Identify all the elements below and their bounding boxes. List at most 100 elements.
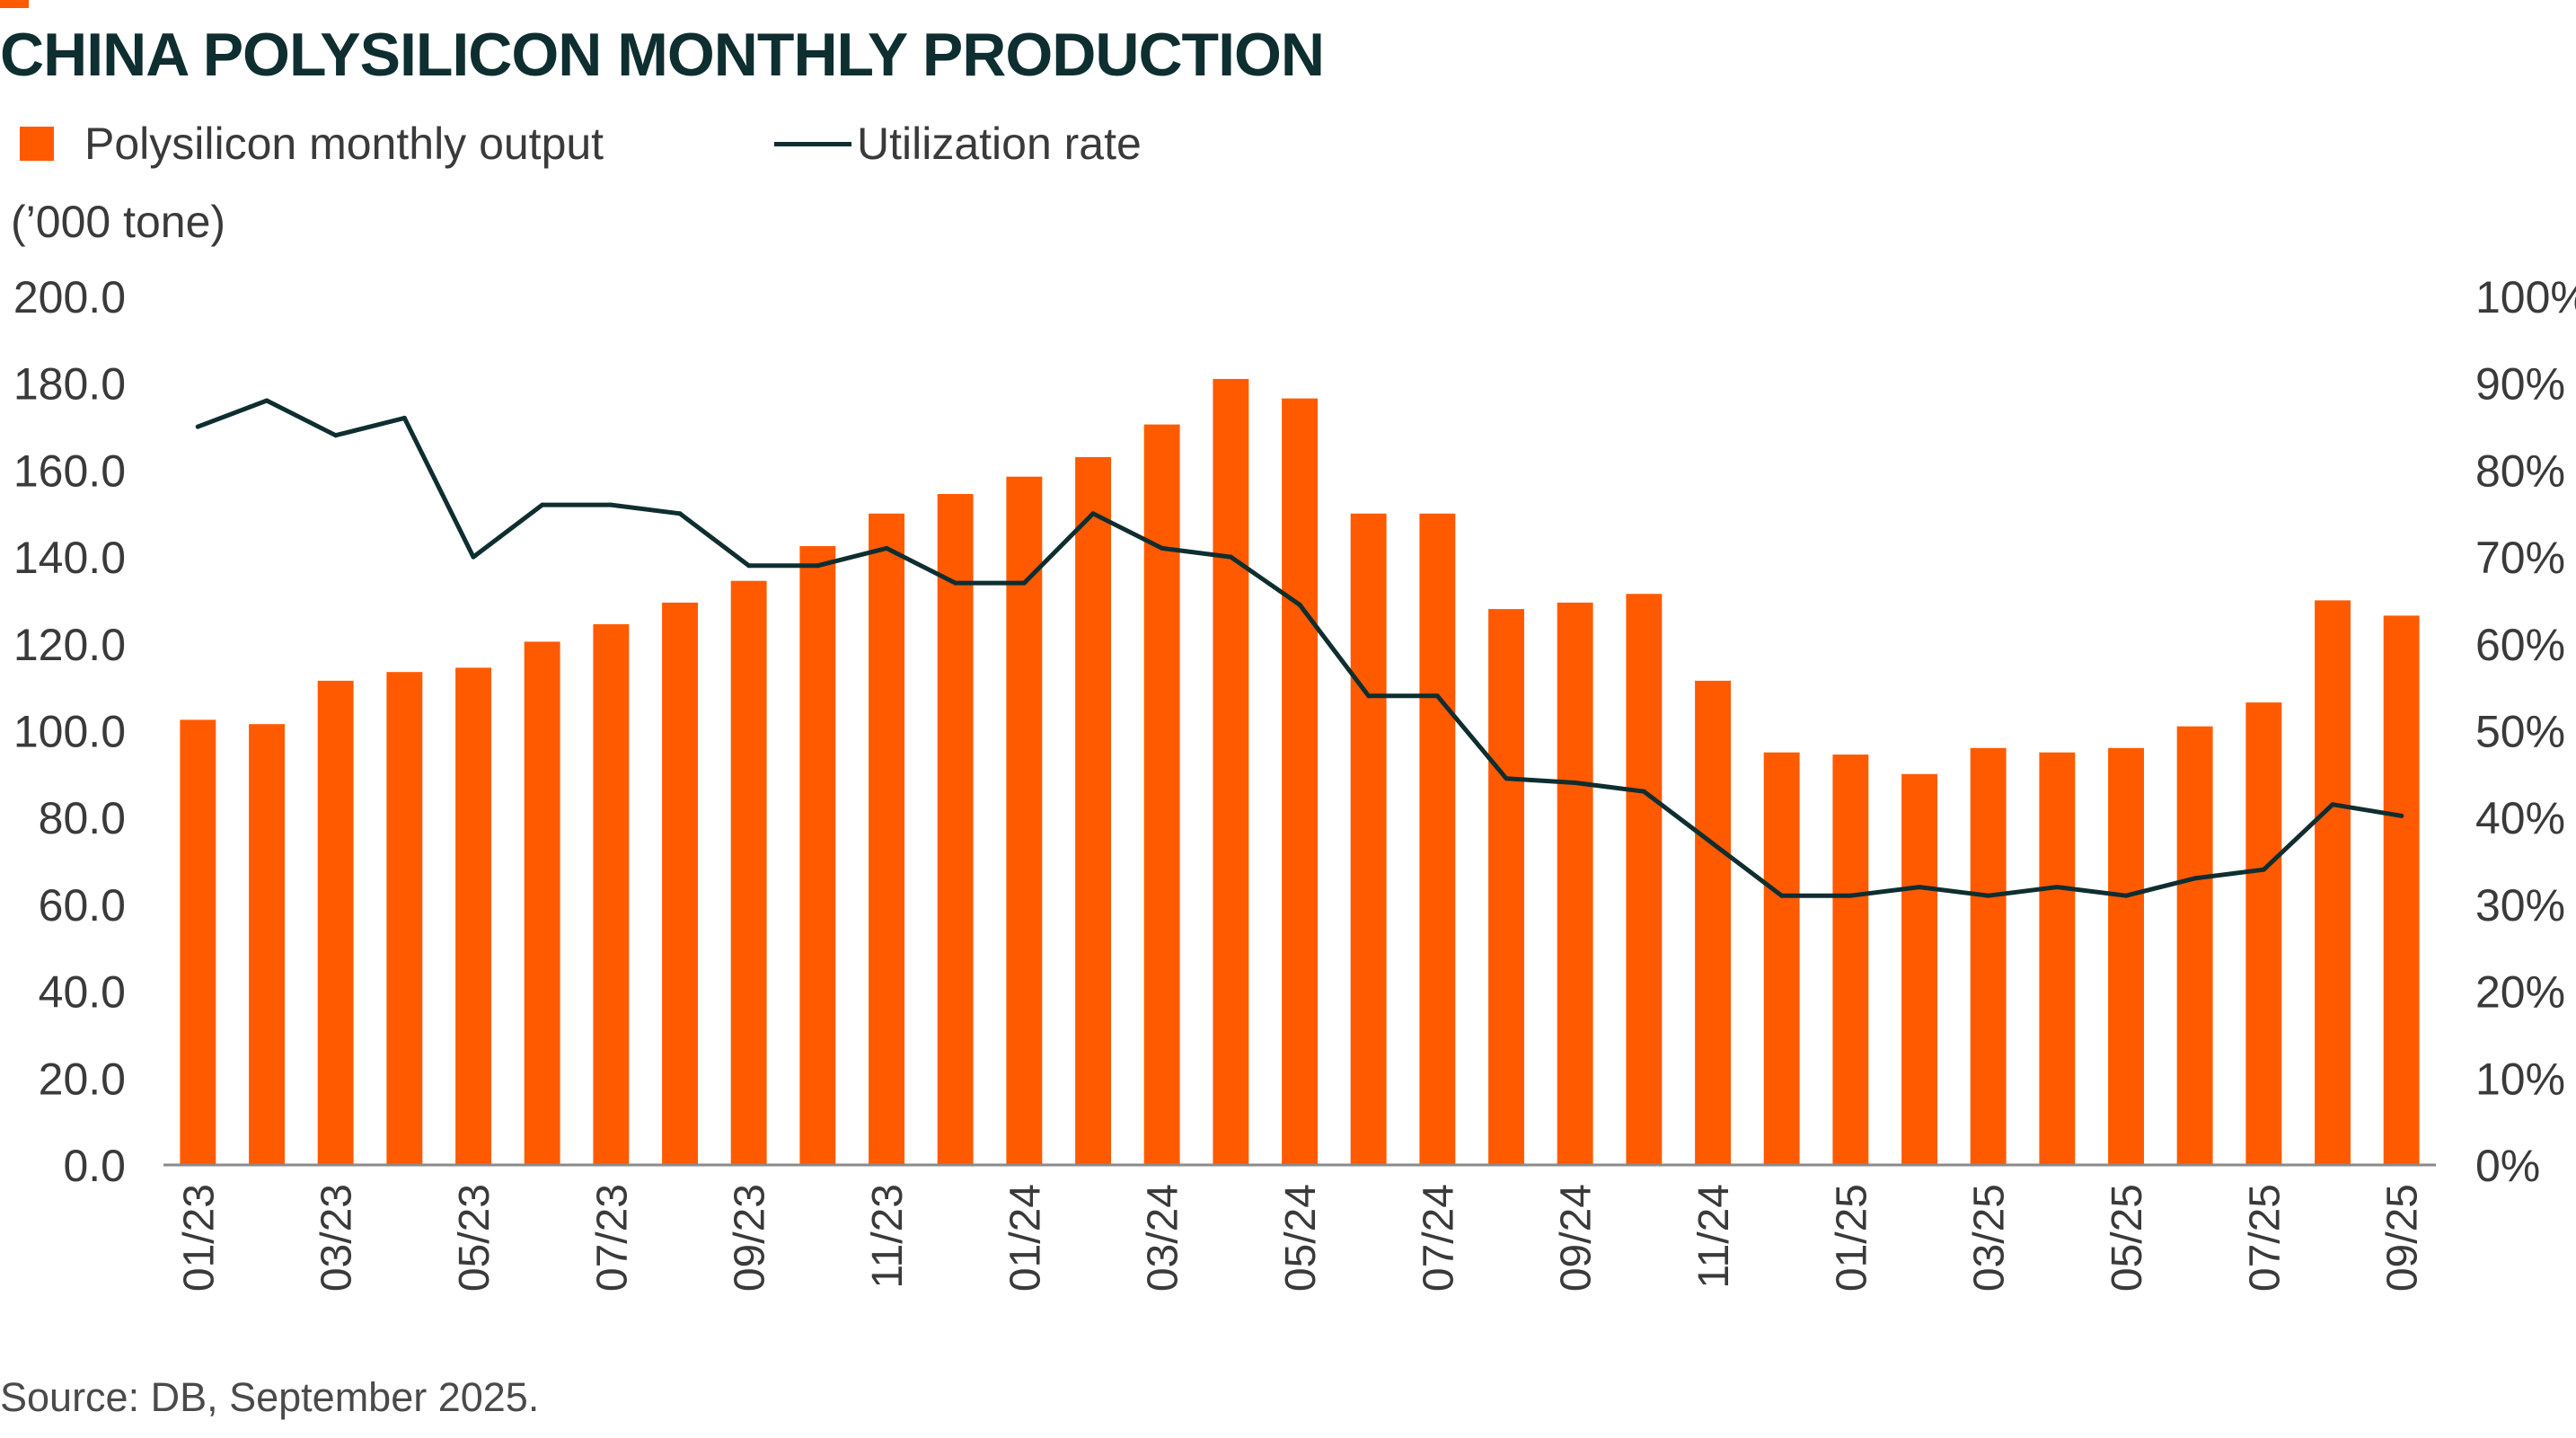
bar-01-23 <box>180 719 216 1165</box>
utilization-point-03-24 <box>1160 545 1165 551</box>
y-right-tick-label: 20% <box>2475 967 2565 1018</box>
y-right-tick-label: 50% <box>2475 707 2565 757</box>
bar-05-23 <box>455 667 491 1165</box>
source-note: Source: DB, September 2025. <box>0 1374 540 1420</box>
legend-label-utilization: Utilization rate <box>857 119 1142 169</box>
utilization-point-01-24 <box>1021 580 1027 586</box>
bar-12-23 <box>937 494 974 1165</box>
utilization-point-06-24 <box>1366 693 1372 699</box>
y-right-tick-label: 60% <box>2475 620 2565 670</box>
utilization-point-02-24 <box>1090 511 1096 516</box>
utilization-point-04-24 <box>1228 554 1233 560</box>
y-right-tick-label: 80% <box>2475 446 2565 496</box>
utilization-point-10-23 <box>815 563 820 569</box>
y-left-tick-label: 60.0 <box>39 880 126 931</box>
bar-05-24 <box>1282 398 1318 1166</box>
bar-02-23 <box>249 724 285 1165</box>
bar-04-23 <box>386 672 423 1165</box>
utilization-point-06-25 <box>2192 876 2198 881</box>
y-left-tick-label: 40.0 <box>39 967 126 1018</box>
y-left-tick-label: 80.0 <box>39 793 126 843</box>
bar-07-24 <box>1419 513 1456 1166</box>
x-tick-label: 03/23 <box>313 1184 361 1292</box>
bar-09-25 <box>2383 615 2420 1165</box>
y-right-tick-label: 10% <box>2475 1054 2565 1104</box>
bar-09-24 <box>1557 602 1593 1165</box>
utilization-point-02-25 <box>1917 885 1922 890</box>
utilization-point-10-24 <box>1641 789 1646 794</box>
utilization-point-12-23 <box>953 580 958 586</box>
utilization-point-04-23 <box>401 415 407 420</box>
y-right-tick-label: 70% <box>2475 533 2565 583</box>
x-tick-label: 09/23 <box>727 1184 774 1292</box>
y-right-tick-label: 90% <box>2475 359 2565 410</box>
bar-07-25 <box>2245 702 2282 1165</box>
y-left-tick-label: 0.0 <box>63 1141 126 1191</box>
x-tick-label: 03/24 <box>1140 1184 1187 1292</box>
legend-swatch-utilization <box>774 141 851 146</box>
bar-04-25 <box>2039 752 2076 1165</box>
y-left-tick-label: 100.0 <box>13 707 126 757</box>
bar-06-24 <box>1350 513 1387 1166</box>
x-tick-label: 05/23 <box>451 1184 498 1292</box>
bar-06-25 <box>2176 726 2213 1165</box>
bar-01-25 <box>1832 754 1869 1165</box>
y-right-tick-label: 100% <box>2475 272 2576 322</box>
y-right-tick-label: 40% <box>2475 793 2565 843</box>
bar-12-24 <box>1763 752 1800 1165</box>
utilization-point-02-23 <box>264 398 269 403</box>
bar-03-24 <box>1143 424 1180 1166</box>
bar-04-24 <box>1213 378 1249 1165</box>
bar-08-25 <box>2315 600 2351 1165</box>
bar-09-23 <box>730 580 767 1165</box>
y-right-tick-label: 0% <box>2475 1141 2540 1191</box>
x-tick-label: 01/25 <box>1828 1184 1875 1292</box>
x-tick-label: 09/24 <box>1553 1184 1601 1292</box>
y-left-tick-label: 200.0 <box>13 272 126 322</box>
bar-11-24 <box>1695 680 1731 1165</box>
utilization-point-07-24 <box>1434 693 1440 699</box>
bar-05-25 <box>2108 747 2144 1165</box>
y-right-tick-label: 30% <box>2475 880 2565 931</box>
utilization-point-11-23 <box>884 545 889 551</box>
utilization-point-12-24 <box>1779 893 1785 898</box>
legend: Polysilicon monthly output Utilization r… <box>20 117 1367 171</box>
utilization-point-09-24 <box>1573 781 1578 785</box>
utilization-point-07-25 <box>2261 867 2266 872</box>
y-left-tick-label: 180.0 <box>13 359 126 410</box>
x-tick-label: 07/23 <box>588 1184 636 1292</box>
utilization-point-05-24 <box>1297 602 1302 607</box>
utilization-point-09-25 <box>2399 813 2404 818</box>
utilization-point-09-23 <box>746 563 752 569</box>
utilization-point-07-23 <box>608 502 613 507</box>
x-tick-label: 07/25 <box>2241 1184 2289 1292</box>
utilization-point-03-25 <box>1986 893 1991 898</box>
utilization-point-05-25 <box>2123 893 2129 898</box>
legend-label-output: Polysilicon monthly output <box>84 119 604 169</box>
bars-group <box>180 378 2420 1166</box>
utilization-point-06-23 <box>540 502 545 507</box>
x-tick-label: 03/25 <box>1966 1184 2014 1292</box>
y-left-tick-label: 120.0 <box>13 620 126 670</box>
utilization-point-05-23 <box>471 554 476 560</box>
x-tick-label: 07/24 <box>1415 1184 1462 1292</box>
utilization-point-01-23 <box>195 424 200 429</box>
bar-06-23 <box>524 641 560 1165</box>
legend-item-utilization: Utilization rate <box>774 117 1142 171</box>
utilization-line-group <box>195 398 2404 898</box>
bar-02-24 <box>1075 456 1111 1165</box>
axes-group: 0.0 20.0 40.0 60.0 80.0 100.0 120.0 140.0 160.0 1… <box>13 272 2576 1292</box>
bar-02-25 <box>1901 773 1937 1165</box>
x-tick-label: 05/25 <box>2104 1184 2151 1292</box>
title-accent-bar <box>0 0 29 8</box>
utilization-point-01-25 <box>1848 893 1853 898</box>
y-left-tick-label: 140.0 <box>13 533 126 583</box>
x-tick-label: 11/23 <box>864 1184 912 1289</box>
bar-07-23 <box>593 624 630 1165</box>
bar-10-24 <box>1626 594 1663 1165</box>
x-tick-label: 01/23 <box>175 1184 223 1292</box>
chart-title: CHINA POLYSILICON MONTHLY PRODUCTION <box>0 21 1325 89</box>
x-tick-label: 01/24 <box>1001 1184 1049 1292</box>
y-axis-unit-label: (’000 tone) <box>11 197 226 247</box>
